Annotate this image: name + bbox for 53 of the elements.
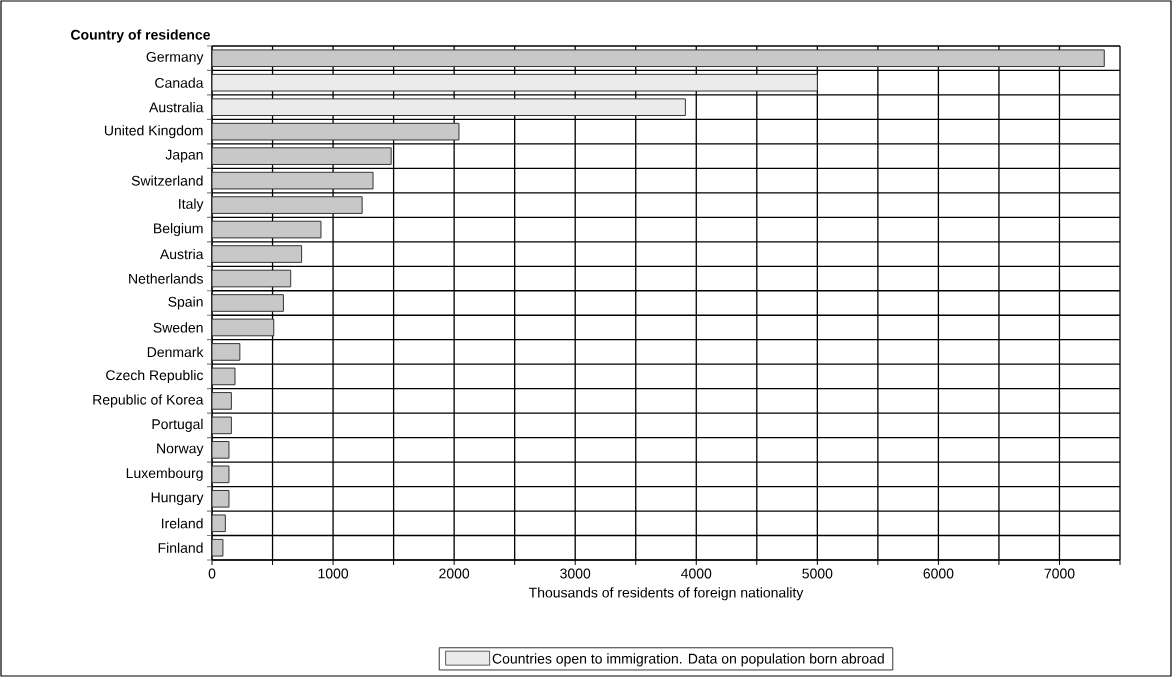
- x-axis-title: Thousands of residents of foreign nationality: [528, 587, 804, 601]
- y-tick-label: Australia: [149, 102, 204, 113]
- bar: [211, 416, 232, 435]
- bar: [211, 147, 392, 165]
- bar: [211, 318, 275, 337]
- y-tick-label: Belgium: [154, 223, 203, 237]
- bar: [211, 367, 236, 386]
- x-tick-label: 5000: [802, 568, 833, 579]
- bar: [211, 489, 230, 508]
- bar: [211, 220, 322, 239]
- y-tick-label: Hungary: [151, 492, 204, 506]
- y-tick-label: Austria: [159, 248, 204, 260]
- y-tick-label: Luxembourg: [126, 467, 203, 481]
- y-tick-label: Finland: [158, 542, 203, 553]
- x-tick-label: 1000: [318, 568, 349, 579]
- bar: [211, 392, 232, 410]
- y-tick-label: Germany: [146, 51, 204, 65]
- bar: [211, 538, 224, 557]
- y-tick-label: Denmark: [147, 346, 204, 358]
- y-tick-label: United Kingdom: [104, 125, 203, 139]
- x-tick-label: 3000: [560, 568, 591, 579]
- y-tick-label: Netherlands: [129, 273, 203, 284]
- bar: [211, 171, 374, 190]
- bar: [211, 49, 1105, 68]
- bar: [211, 98, 686, 116]
- bar: [211, 441, 230, 459]
- y-tick-label: Republic of Korea: [93, 394, 204, 408]
- x-tick-label: 6000: [923, 568, 954, 579]
- legend-label: Countries open to immigration. Data on population born abroad: [492, 653, 884, 667]
- y-tick-label: Switzerland: [131, 175, 203, 186]
- x-tick-label: 0: [208, 568, 216, 579]
- y-tick-label: Ireland: [161, 518, 203, 529]
- x-tick-label: 2000: [439, 568, 470, 579]
- bar: [211, 294, 284, 312]
- x-tick-label: 7000: [1044, 568, 1075, 579]
- x-tick-label: 4000: [681, 568, 712, 579]
- y-tick-label: Italy: [179, 198, 204, 212]
- bar: [211, 122, 460, 141]
- bar: [211, 196, 363, 214]
- y-tick-label: Norway: [157, 443, 204, 457]
- bar: [211, 245, 303, 263]
- bar: [211, 269, 292, 288]
- y-tick-label: Czech Republic: [106, 369, 204, 383]
- y-tick-label: Japan: [165, 149, 203, 163]
- y-axis-title: Country of residence: [71, 29, 210, 43]
- y-tick-label: Portugal: [152, 418, 203, 432]
- bar: [211, 73, 818, 92]
- y-tick-label: Canada: [155, 77, 204, 88]
- y-tick-label: Sweden: [153, 322, 203, 333]
- y-tick-label: Spain: [168, 296, 203, 310]
- bar: [211, 343, 241, 361]
- bar: [211, 465, 230, 484]
- bar: [211, 514, 226, 533]
